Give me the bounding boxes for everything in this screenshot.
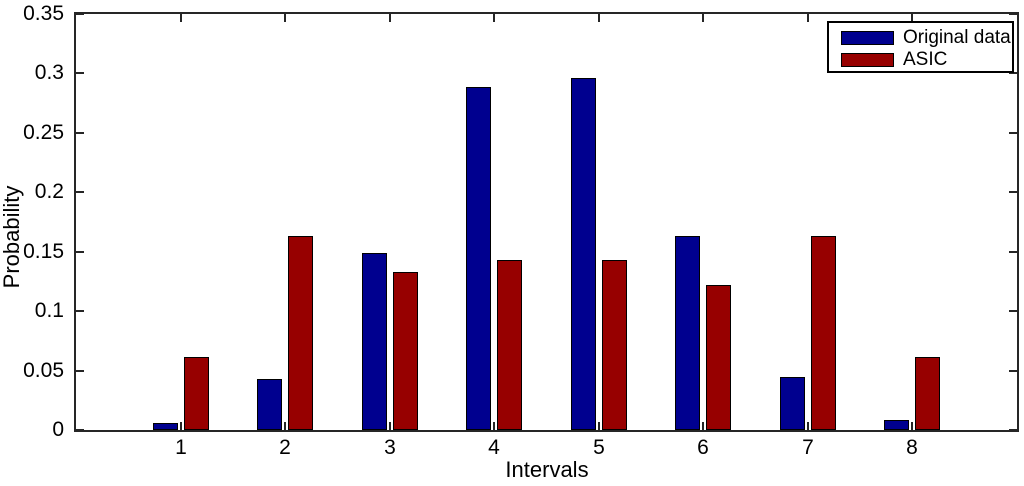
bar-original-data-7: [780, 377, 805, 430]
x-tick-label: 1: [175, 436, 187, 459]
bar-original-data-3: [362, 253, 387, 430]
y-tick-mark: [76, 429, 84, 431]
bar-asic-3: [393, 272, 418, 430]
x-tick-mark: [911, 422, 913, 430]
legend: Original data ASIC: [827, 21, 1014, 73]
y-tick-mark: [76, 310, 84, 312]
y-tick-label: 0.2: [34, 180, 64, 204]
y-tick-mark: [1009, 13, 1017, 15]
y-tick-label: 0.25: [23, 120, 64, 144]
bar-asic-7: [811, 236, 836, 430]
x-tick-label: 7: [802, 436, 814, 459]
y-tick-mark: [1009, 191, 1017, 193]
y-tick-mark: [76, 251, 84, 253]
bar-asic-4: [497, 260, 522, 430]
bar-original-data-1: [153, 423, 178, 430]
y-tick-mark: [1009, 370, 1017, 372]
bar-asic-2: [288, 236, 313, 430]
y-tick-label: 0.15: [23, 239, 64, 263]
y-tick-mark: [76, 191, 84, 193]
x-tick-mark: [598, 422, 600, 430]
y-tick-label: 0.1: [34, 299, 64, 323]
legend-label-original-data: Original data: [903, 27, 1011, 48]
y-tick-mark: [76, 370, 84, 372]
bar-original-data-2: [257, 379, 282, 430]
bar-asic-1: [184, 357, 209, 430]
x-tick-mark: [702, 14, 704, 22]
y-tick-mark: [1009, 429, 1017, 431]
x-tick-label: 2: [279, 436, 291, 459]
x-tick-label: 5: [593, 436, 605, 459]
bar-original-data-6: [675, 236, 700, 430]
x-tick-mark: [493, 14, 495, 22]
y-tick-mark: [76, 132, 84, 134]
x-axis-title: Intervals: [505, 457, 589, 482]
x-tick-label: 3: [384, 436, 396, 459]
bar-asic-5: [602, 260, 627, 430]
x-tick-mark: [807, 14, 809, 22]
plot-area: [74, 12, 1019, 432]
y-tick-label: 0: [52, 418, 64, 441]
y-tick-mark: [1009, 251, 1017, 253]
x-tick-mark: [807, 422, 809, 430]
bar-original-data-4: [466, 87, 491, 430]
x-tick-label: 4: [488, 436, 500, 459]
y-tick-mark: [1009, 310, 1017, 312]
bar-original-data-5: [571, 78, 596, 430]
x-tick-label: 8: [906, 436, 918, 459]
x-tick-mark: [598, 14, 600, 22]
x-tick-mark: [180, 14, 182, 22]
y-tick-label: 0.3: [34, 61, 64, 85]
y-axis-title: Probability: [0, 185, 24, 289]
y-tick-mark: [76, 72, 84, 74]
x-tick-mark: [389, 14, 391, 22]
y-tick-mark: [76, 13, 84, 15]
y-tick-label: 0.35: [23, 2, 64, 25]
bar-asic-6: [706, 285, 731, 430]
x-tick-mark: [911, 14, 913, 22]
legend-swatch-original-data: [841, 31, 894, 45]
x-tick-label: 6: [697, 436, 709, 459]
x-tick-mark: [389, 422, 391, 430]
x-tick-mark: [284, 14, 286, 22]
x-tick-mark: [702, 422, 704, 430]
bar-asic-8: [915, 357, 940, 430]
legend-label-asic: ASIC: [903, 49, 948, 70]
legend-item-asic: ASIC: [841, 49, 1012, 71]
x-tick-mark: [493, 422, 495, 430]
bar-original-data-8: [884, 420, 909, 430]
legend-item-original-data: Original data: [841, 27, 1012, 49]
x-tick-mark: [180, 422, 182, 430]
y-tick-label: 0.05: [23, 358, 64, 382]
y-tick-mark: [1009, 132, 1017, 134]
legend-swatch-asic: [841, 53, 894, 67]
x-tick-mark: [284, 422, 286, 430]
y-tick-mark: [1009, 72, 1017, 74]
